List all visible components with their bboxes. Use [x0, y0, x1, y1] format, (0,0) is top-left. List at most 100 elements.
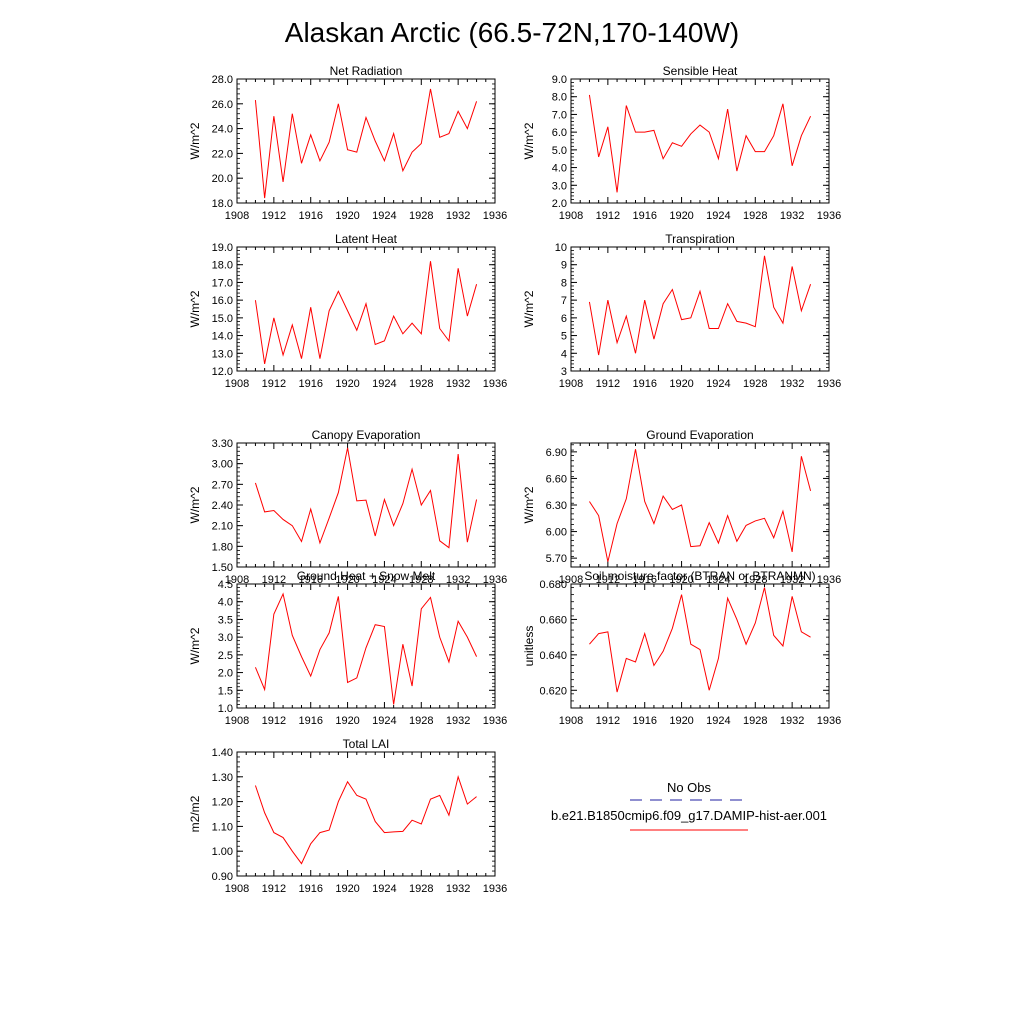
x-tick-label: 1916 — [632, 378, 656, 390]
y-tick-label: 6.00 — [546, 527, 567, 539]
x-tick-label: 1936 — [483, 210, 507, 222]
x-tick-label: 1928 — [743, 210, 767, 222]
x-tick-label: 1936 — [817, 574, 841, 586]
x-tick-label: 1932 — [780, 574, 804, 586]
x-tick-label: 1920 — [669, 378, 693, 390]
y-tick-label: 18.0 — [212, 198, 233, 210]
x-tick-label: 1936 — [483, 574, 507, 586]
panel-2: Sensible Heat W/m^2 1908 1912 1916 1920 1924 19… — [522, 64, 841, 222]
x-tick-label: 1920 — [335, 574, 359, 586]
y-tick-label: 4 — [561, 348, 567, 360]
y-tick-label: 1.00 — [212, 846, 233, 858]
y-tick-label: 13.0 — [212, 348, 233, 360]
y-tick-label: 4.0 — [218, 597, 233, 609]
figure-title: Alaskan Arctic (66.5-72N,170-140W) — [285, 17, 739, 48]
y-tick-label: 26.0 — [212, 99, 233, 111]
y-tick-label: 8.0 — [552, 92, 567, 104]
x-tick-label: 1924 — [372, 883, 396, 895]
x-tick-label: 1924 — [372, 378, 396, 390]
y-tick-label: 1.30 — [212, 772, 233, 784]
panel-title: Net Radiation — [330, 64, 403, 78]
x-tick-label: 1936 — [483, 378, 507, 390]
x-tick-label: 1912 — [596, 210, 620, 222]
x-tick-label: 1916 — [632, 210, 656, 222]
x-tick-label: 1916 — [298, 715, 322, 727]
y-axis-label: W/m^2 — [188, 122, 202, 159]
y-tick-label: 20.0 — [212, 173, 233, 185]
y-tick-label: 22.0 — [212, 148, 233, 160]
plot-frame — [236, 583, 496, 709]
y-tick-label: 1.40 — [212, 747, 233, 759]
x-tick-label: 1936 — [483, 883, 507, 895]
x-tick-label: 1908 — [225, 378, 249, 390]
y-axis-label: unitless — [522, 626, 536, 667]
x-tick-label: 1928 — [409, 883, 433, 895]
x-tick-label: 1932 — [446, 574, 470, 586]
x-tick-label: 1916 — [298, 210, 322, 222]
x-tick-label: 1936 — [817, 378, 841, 390]
x-tick-label: 1928 — [743, 715, 767, 727]
x-tick-label: 1916 — [632, 715, 656, 727]
x-tick-label: 1924 — [706, 378, 730, 390]
y-tick-label: 2.5 — [218, 650, 233, 662]
x-tick-label: 1916 — [298, 574, 322, 586]
x-tick-label: 1928 — [409, 378, 433, 390]
x-tick-label: 1920 — [335, 883, 359, 895]
x-tick-label: 1912 — [262, 883, 286, 895]
x-tick-label: 1924 — [372, 574, 396, 586]
series-line — [254, 447, 478, 549]
y-tick-label: 18.0 — [212, 260, 233, 272]
y-tick-label: 3.0 — [552, 180, 567, 192]
x-tick-label: 1912 — [262, 715, 286, 727]
x-tick-label: 1908 — [559, 210, 583, 222]
y-tick-label: 6.60 — [546, 473, 567, 485]
series-line — [589, 449, 812, 562]
y-tick-label: 5.0 — [552, 145, 567, 157]
y-tick-label: 7.0 — [552, 109, 567, 121]
y-tick-label: 0.660 — [539, 614, 567, 626]
y-tick-label: 2.0 — [218, 668, 233, 680]
x-tick-label: 1920 — [669, 210, 693, 222]
x-tick-label: 1928 — [409, 574, 433, 586]
x-tick-label: 1928 — [743, 378, 767, 390]
y-tick-label: 2.10 — [212, 521, 233, 533]
y-tick-label: 3.30 — [212, 438, 233, 450]
series-line — [589, 587, 811, 693]
x-tick-label: 1912 — [262, 210, 286, 222]
panel-4: Transpiration W/m^2 1908 1912 1916 1920 1924 19… — [522, 232, 841, 390]
x-tick-label: 1932 — [446, 378, 470, 390]
panel-title: Latent Heat — [335, 232, 398, 246]
plot-frame — [236, 78, 496, 204]
x-tick-label: 1932 — [446, 210, 470, 222]
y-axis-label: W/m^2 — [522, 290, 536, 327]
x-tick-label: 1908 — [559, 715, 583, 727]
y-tick-label: 1.80 — [212, 541, 233, 553]
y-tick-label: 3.0 — [218, 632, 233, 644]
y-tick-label: 1.10 — [212, 821, 233, 833]
series-line — [254, 261, 478, 365]
plot-frame — [570, 442, 830, 568]
x-tick-label: 1932 — [780, 715, 804, 727]
plot-frame — [236, 246, 496, 372]
y-tick-label: 14.0 — [212, 331, 233, 343]
series-line — [254, 88, 478, 199]
panel-1: Net Radiation W/m^2 1908 1912 1916 1920 1924 19… — [188, 64, 507, 222]
y-axis-label: W/m^2 — [188, 290, 202, 327]
series-line — [588, 94, 812, 193]
x-tick-label: 1908 — [559, 378, 583, 390]
y-tick-label: 19.0 — [212, 242, 233, 254]
x-tick-label: 1928 — [409, 210, 433, 222]
panel-title: Sensible Heat — [663, 64, 738, 78]
y-tick-label: 2.0 — [552, 198, 567, 210]
y-axis-label: W/m^2 — [522, 486, 536, 523]
y-tick-label: 1.50 — [212, 562, 233, 574]
y-tick-label: 6 — [561, 313, 567, 325]
y-tick-label: 0.620 — [539, 685, 567, 697]
y-tick-label: 12.0 — [212, 366, 233, 378]
x-tick-label: 1932 — [780, 210, 804, 222]
x-tick-label: 1924 — [706, 715, 730, 727]
y-tick-label: 1.20 — [212, 797, 233, 809]
x-tick-label: 1936 — [817, 210, 841, 222]
x-tick-label: 1908 — [225, 883, 249, 895]
x-tick-label: 1936 — [483, 715, 507, 727]
